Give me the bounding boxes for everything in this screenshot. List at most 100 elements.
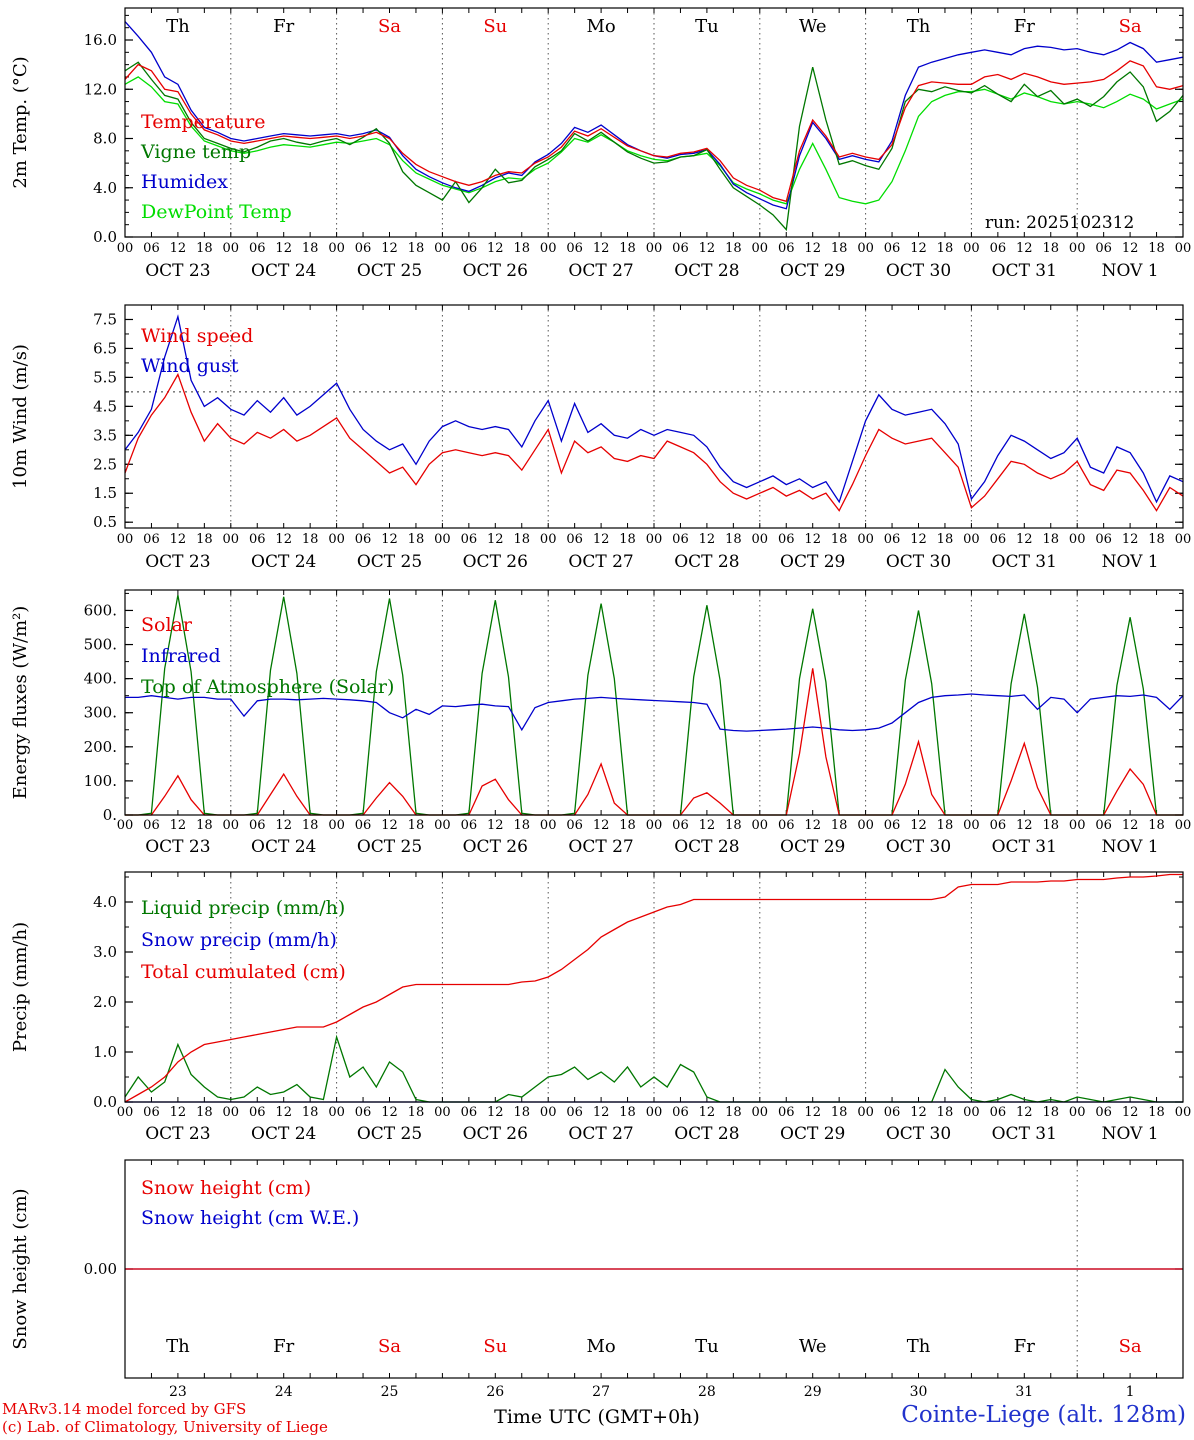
- hour-label: 00: [752, 532, 769, 547]
- y-tick-label: 100.: [84, 772, 117, 790]
- hour-label: 18: [408, 818, 425, 833]
- temperature-line: [124, 60, 1184, 203]
- y-tick-label: 400.: [84, 670, 117, 688]
- y-tick-label: 5.5: [93, 368, 117, 386]
- hour-label: 12: [593, 818, 610, 833]
- hour-label: 06: [778, 532, 795, 547]
- hour-label: 06: [355, 818, 372, 833]
- hour-label: 00: [223, 532, 240, 547]
- hour-label: 12: [487, 241, 504, 256]
- hour-label: 18: [302, 241, 319, 256]
- hour-label: 06: [884, 1105, 901, 1120]
- hour-label: 18: [513, 818, 530, 833]
- hour-label: 18: [831, 818, 848, 833]
- infrared-line: [125, 693, 1184, 732]
- hour-label: 12: [910, 532, 927, 547]
- hour-label: 00: [963, 532, 980, 547]
- date-label: OCT 29: [780, 1124, 845, 1144]
- y-tick-label: 16.0: [84, 31, 117, 49]
- y-tick-label: 600.: [84, 601, 117, 619]
- hour-label: 12: [804, 532, 821, 547]
- hour-label: 00: [540, 241, 557, 256]
- date-label: OCT 25: [357, 552, 422, 572]
- hour-label: 18: [1042, 532, 1059, 547]
- day-label: Tu: [695, 16, 719, 37]
- hour-label: 12: [170, 532, 187, 547]
- hour-label: 06: [990, 532, 1007, 547]
- y-axis-title: Precip (mm/h): [10, 922, 31, 1052]
- date-label: 30: [910, 1384, 928, 1400]
- hour-label: 18: [619, 818, 636, 833]
- time-axis-label: Time UTC (GMT+0h): [494, 1406, 700, 1428]
- date-label: OCT 31: [992, 1124, 1057, 1144]
- hour-label: 06: [990, 241, 1007, 256]
- humidex-line: [124, 21, 1184, 210]
- day-label: Su: [483, 16, 507, 37]
- y-tick-label: 300.: [84, 704, 117, 722]
- hour-label: 06: [990, 818, 1007, 833]
- hour-label: 06: [778, 1105, 795, 1120]
- day-label: Mo: [586, 16, 615, 37]
- legend-item: Humidex: [141, 171, 228, 193]
- hour-label: 18: [408, 1105, 425, 1120]
- hour-label: 06: [566, 818, 583, 833]
- credit-line1: MARv3.14 model forced by GFS: [2, 1400, 247, 1418]
- hour-label: 18: [619, 241, 636, 256]
- y-tick-label: 4.0: [93, 179, 117, 197]
- legend-item: Wind speed: [141, 325, 253, 347]
- y-tick-label: 4.0: [93, 893, 117, 911]
- date-label: 25: [381, 1384, 399, 1400]
- legend-item: Infrared: [141, 645, 221, 667]
- y-tick-label: 0.00: [84, 1260, 117, 1278]
- hour-label: 00: [117, 532, 134, 547]
- hour-label: 06: [461, 532, 478, 547]
- hour-label: 18: [1148, 818, 1165, 833]
- hour-label: 06: [672, 532, 689, 547]
- hour-label: 18: [513, 1105, 530, 1120]
- hour-label: 12: [910, 241, 927, 256]
- date-label: 23: [169, 1384, 187, 1400]
- hour-label: 12: [593, 532, 610, 547]
- hour-label: 18: [831, 1105, 848, 1120]
- date-label: 28: [698, 1384, 716, 1400]
- hour-label: 00: [117, 1105, 134, 1120]
- hour-label: 06: [249, 532, 266, 547]
- hour-label: 12: [804, 1105, 821, 1120]
- date-label: OCT 25: [357, 837, 422, 857]
- hour-label: 06: [461, 818, 478, 833]
- hour-label: 06: [1095, 532, 1112, 547]
- hour-label: 12: [381, 241, 398, 256]
- y-tick-label: 2.5: [93, 455, 117, 473]
- day-label: Sa: [378, 1336, 401, 1357]
- hour-label: 12: [699, 241, 716, 256]
- date-label: OCT 30: [886, 552, 951, 572]
- date-label: OCT 24: [251, 1124, 316, 1144]
- dewpoint-temp-line: [124, 76, 1184, 205]
- date-label: NOV 1: [1102, 261, 1159, 281]
- legend-item: Temperature: [141, 111, 265, 133]
- y-tick-label: 4.5: [93, 397, 117, 415]
- date-label: OCT 27: [568, 1124, 633, 1144]
- day-label: Fr: [1014, 16, 1035, 37]
- plot-border: [124, 304, 1184, 529]
- hour-label: 18: [1148, 532, 1165, 547]
- y-tick-label: 1.5: [93, 484, 117, 502]
- hour-label: 18: [1042, 241, 1059, 256]
- date-label: OCT 31: [992, 261, 1057, 281]
- hour-label: 00: [646, 1105, 663, 1120]
- meteogram-page: 0.0 4.0 8.0 12.0 16.0 00 06 12 18 00 06 12 18 00 06 12 1…: [2, 7, 1191, 1436]
- hour-label: 06: [884, 241, 901, 256]
- hour-label: 06: [355, 532, 372, 547]
- hour-label: 18: [408, 241, 425, 256]
- legend-item: Snow height (cm): [141, 1177, 311, 1199]
- plot-border: [124, 871, 1184, 1103]
- hour-label: 18: [937, 532, 954, 547]
- temperature-chart: 0.0 4.0 8.0 12.0 16.0 00 06 12 18 00 06 12 18 00 06 12 1…: [10, 7, 1191, 281]
- hour-label: 06: [672, 241, 689, 256]
- hour-label: 12: [910, 1105, 927, 1120]
- date-label: OCT 28: [674, 837, 739, 857]
- hour-label: 12: [275, 241, 292, 256]
- hour-label: 06: [143, 532, 160, 547]
- plot-border: [124, 589, 1184, 816]
- date-label: 1: [1126, 1384, 1135, 1400]
